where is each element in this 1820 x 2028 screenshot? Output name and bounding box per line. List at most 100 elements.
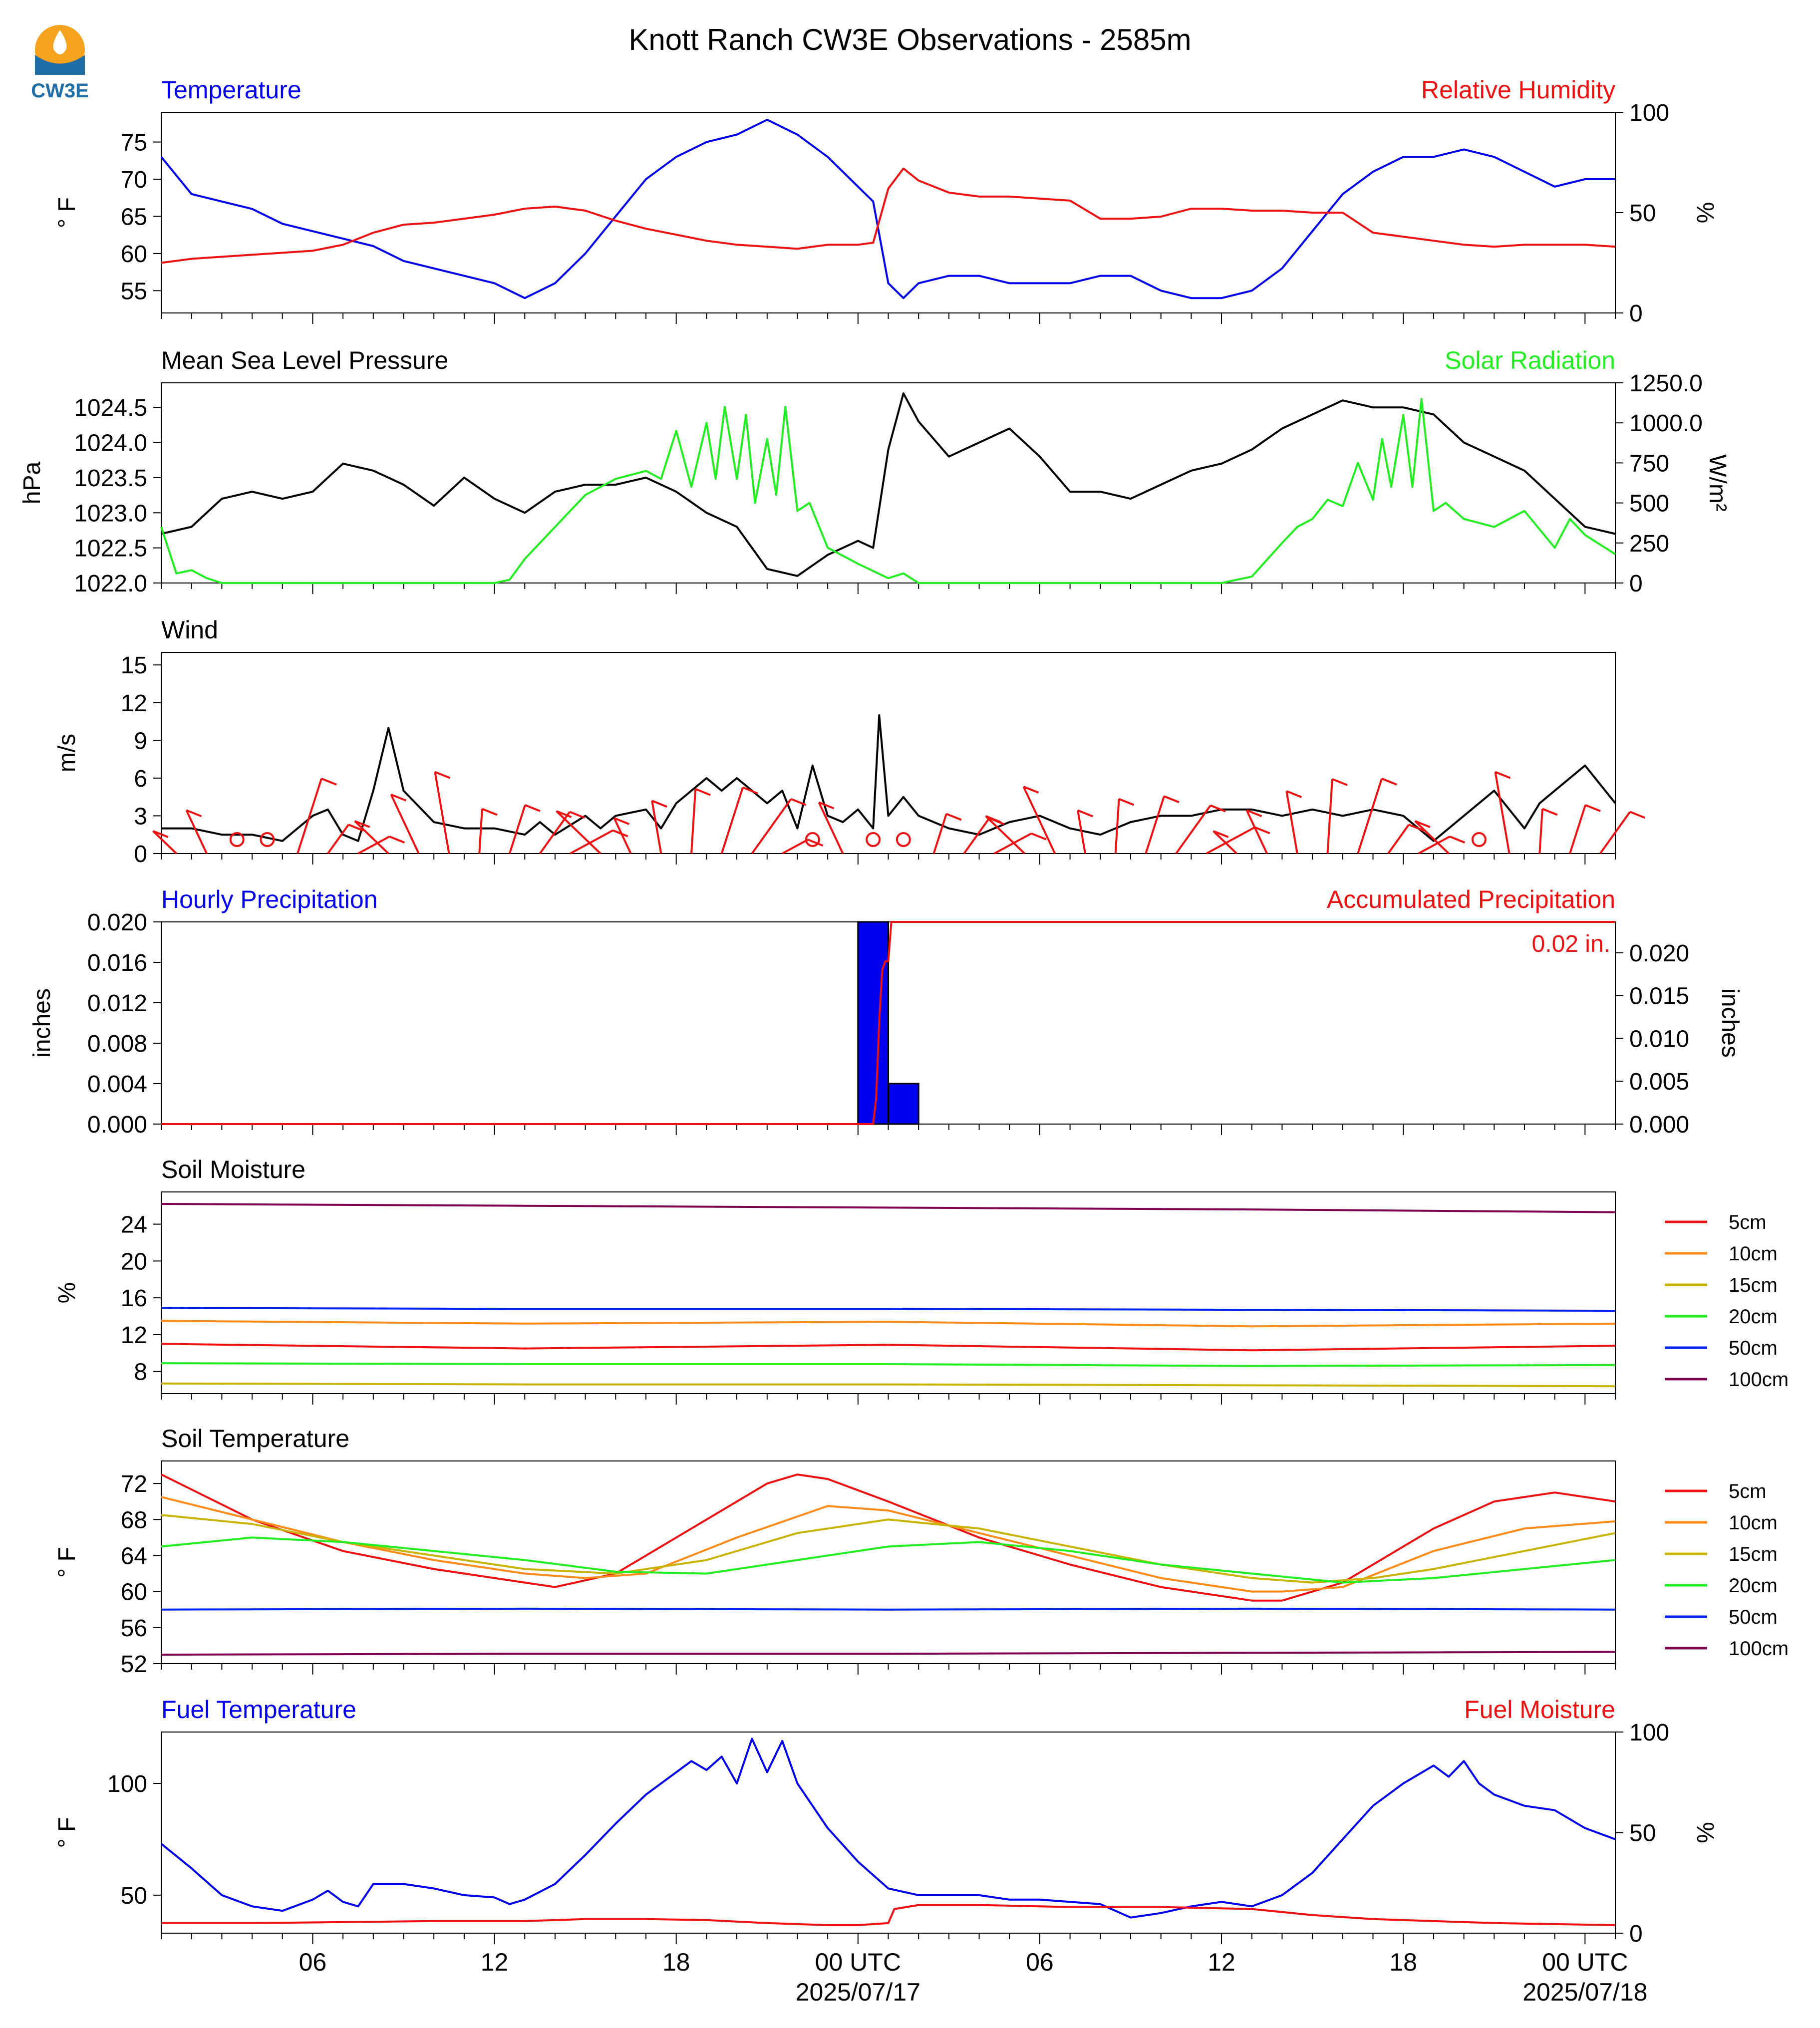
wind-barb (690, 789, 697, 854)
panel-title-right: Fuel Moisture (1464, 1696, 1615, 1724)
wind-barb (478, 809, 483, 854)
wind-barb (1414, 820, 1450, 855)
wind-barb-flag (695, 788, 711, 796)
wind-barb-flag (152, 830, 169, 838)
panel-title-left: Soil Moisture (161, 1156, 305, 1183)
wind-barb (1387, 824, 1410, 855)
series-line-temperature (160, 118, 1615, 299)
logo-drop-icon (53, 30, 67, 54)
wind-barb-flag (1449, 836, 1466, 844)
y-axis-label: ° F (54, 1817, 80, 1848)
series-line-5cm (161, 1473, 1616, 1602)
wind-barb (1022, 786, 1056, 854)
y2-tick-label: 50 (1629, 1820, 1656, 1847)
series-line-10cm (161, 1496, 1616, 1593)
series-line-mean-sea-level-pressure (161, 392, 1616, 577)
y-tick-label: 0.000 (87, 1112, 147, 1138)
panel-frame (161, 382, 1616, 583)
cw3e-logo: CW3E (31, 25, 89, 102)
legend-label: 100cm (1729, 1638, 1789, 1660)
legend-label: 15cm (1729, 1274, 1778, 1296)
y-tick-label: 1022.5 (74, 536, 147, 562)
panel-title-left: Mean Sea Level Pressure (161, 346, 448, 374)
wind-barb (1599, 811, 1631, 855)
wind-barb-flag (525, 804, 541, 812)
x-tick-label: 18 (1389, 1948, 1417, 1976)
y-tick-label: 65 (121, 204, 147, 230)
precip-bar (888, 1083, 919, 1125)
series-line-50cm (161, 1307, 1616, 1312)
wind-barb-flag (1585, 804, 1601, 812)
wind-barb-flag (1164, 795, 1180, 804)
wind-barb-flag (434, 771, 451, 779)
y-axis-label: inches (29, 988, 55, 1058)
wind-barb (570, 829, 613, 855)
panel-title-right: Accumulated Precipitation (1327, 885, 1615, 913)
wind-barb-flag (807, 839, 824, 847)
wind-barb (434, 772, 450, 854)
y-tick-label: 12 (121, 1322, 147, 1349)
wind-barb-flag (1495, 771, 1511, 779)
y2-axis-label: % (1692, 1822, 1718, 1843)
wind-barb (357, 836, 390, 855)
wind-barb (1569, 805, 1586, 854)
y-axis-label: m/s (54, 734, 80, 772)
wind-barb-flag (790, 798, 807, 806)
wind-barb-flag (1254, 826, 1270, 835)
y2-axis-label: W/m² (1704, 454, 1731, 512)
x-tick-label: 18 (662, 1948, 690, 1976)
panel-title-right: Relative Humidity (1421, 76, 1615, 104)
wind-barb-flag (613, 817, 630, 825)
y-axis-label: hPa (19, 461, 45, 504)
panel-frame (161, 1460, 1616, 1664)
y-axis-label: ° F (54, 1547, 80, 1578)
y-tick-label: 70 (121, 167, 147, 193)
y2-tick-label: 500 (1629, 491, 1669, 517)
y-tick-label: 9 (134, 728, 147, 754)
wind-barb-flag (482, 808, 498, 816)
panel-wind: Wind 0 3 6 9 12 15 m/s (54, 616, 1646, 868)
series-line-50cm (161, 1607, 1616, 1611)
y-tick-label: 3 (134, 803, 147, 830)
wind-barb (509, 805, 526, 854)
panel-frame (161, 652, 1616, 854)
x-tick-label: 12 (481, 1948, 509, 1976)
y-tick-label: 60 (121, 1579, 147, 1606)
x-tick-label: 12 (1208, 1948, 1235, 1976)
panel-soil_moisture: Soil Moisture 8 12 16 20 24% 5cm 10cm 15cm 20cm 50… (54, 1156, 1789, 1405)
wind-calm-circle (1471, 832, 1487, 847)
wind-barb (985, 815, 1025, 855)
y-tick-label: 6 (134, 766, 147, 792)
y-tick-label: 50 (121, 1883, 147, 1909)
wind-calm-circle (805, 832, 820, 847)
wind-calm-circle (260, 832, 275, 847)
wind-barb-flag (1246, 809, 1262, 818)
panel-fuel: Fuel Temperature Fuel Moisture 50 100 ° F 0 50… (54, 1696, 1718, 1947)
legend-label: 10cm (1729, 1243, 1778, 1265)
wind-barb (651, 800, 662, 854)
panel-title-left: Fuel Temperature (161, 1696, 356, 1724)
y2-tick-label: 0 (1629, 300, 1643, 327)
y-tick-label: 1024.0 (74, 430, 147, 457)
wind-barb (1077, 810, 1086, 854)
wind-barb (818, 802, 844, 854)
legend-label: 50cm (1729, 1337, 1778, 1359)
y-tick-label: 0.012 (87, 990, 147, 1017)
panel-pressure_solar: Mean Sea Level Pressure Solar Radiation 10… (19, 346, 1731, 597)
y2-axis-label: inches (1717, 988, 1743, 1058)
y-tick-label: 64 (121, 1543, 147, 1569)
wind-barb-flag (186, 809, 202, 818)
x-tick-label: 00 UTC (1542, 1948, 1628, 1976)
panel-precip: Hourly Precipitation Accumulated Precipit… (29, 885, 1743, 1138)
y2-tick-label: 0.000 (1629, 1112, 1689, 1138)
wind-barb (354, 820, 389, 855)
legend-label: 100cm (1729, 1369, 1789, 1391)
y2-tick-label: 100 (1629, 100, 1669, 126)
page-title: Knott Ranch CW3E Observations - 2585m (628, 23, 1191, 56)
wind-barb (390, 794, 420, 854)
wind-barb-flag (742, 786, 758, 795)
y2-tick-label: 750 (1629, 450, 1669, 477)
wind-barb-flag (1381, 778, 1397, 786)
legend-label: 15cm (1729, 1543, 1778, 1565)
